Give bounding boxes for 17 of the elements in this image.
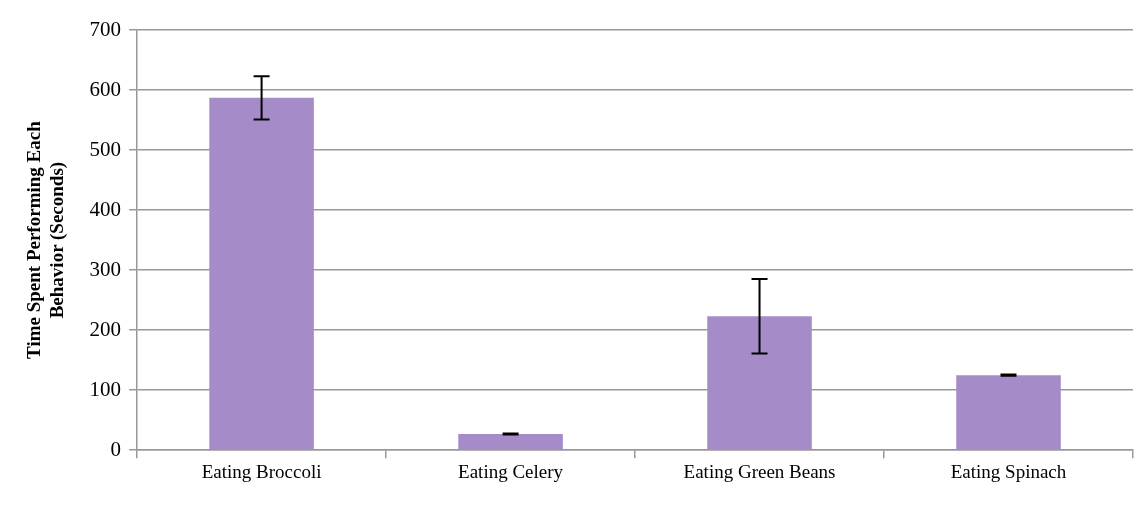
- y-tick-label: 500: [89, 136, 122, 161]
- bar: [209, 97, 314, 450]
- y-tick-label: 200: [89, 316, 122, 341]
- bar: [956, 375, 1061, 450]
- y-tick-label: 700: [89, 16, 122, 41]
- bar: [458, 433, 563, 450]
- x-tick-label: Eating Green Beans: [683, 460, 836, 482]
- x-tick-label: Eating Celery: [458, 460, 564, 482]
- y-tick-label: 400: [89, 196, 122, 221]
- y-axis-title: Time Spent Performing Each Behavior (Seconds): [23, 120, 69, 359]
- y-tick-label: 600: [89, 76, 122, 101]
- x-tick-label: Eating Broccoli: [201, 460, 322, 482]
- y-tick-label: 0: [110, 436, 122, 461]
- y-tick-label: 100: [89, 376, 122, 401]
- x-tick-label: Eating Spinach: [950, 460, 1067, 482]
- bar: [707, 316, 812, 450]
- y-tick-label: 300: [89, 256, 122, 281]
